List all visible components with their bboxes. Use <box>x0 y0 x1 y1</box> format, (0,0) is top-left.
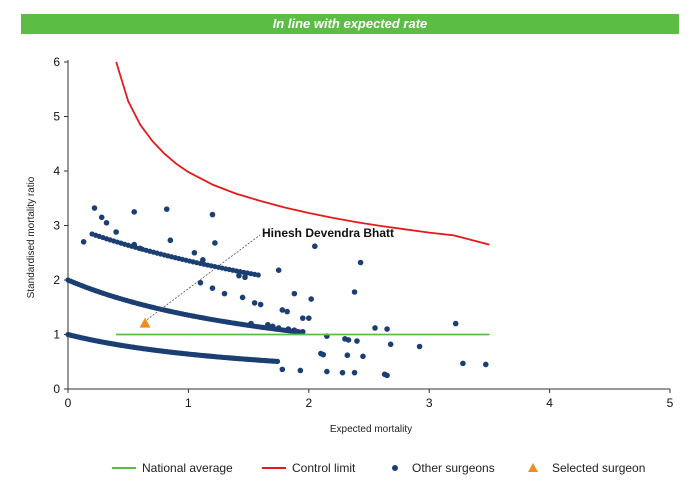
other-surgeon-point <box>269 323 276 330</box>
other-surgeon-point <box>209 211 216 218</box>
other-surgeon-point <box>275 325 282 331</box>
control-limit-curve <box>115 61 490 246</box>
other-surgeon-point <box>200 257 206 263</box>
other-surgeon-point <box>248 320 254 327</box>
legend-swatch-selected-surgeon <box>528 463 538 472</box>
other-surgeon-point <box>191 249 198 256</box>
chart-series <box>65 61 490 379</box>
legend-swatch-other-surgeons <box>392 465 398 471</box>
legend-label-other-surgeons: Other surgeons <box>412 461 495 475</box>
other-surgeon-point <box>274 358 281 364</box>
y-tick-label: 4 <box>53 164 60 178</box>
other-surgeon-point <box>131 241 138 248</box>
x-tick-label: 3 <box>426 396 433 410</box>
other-surgeon-point <box>279 366 286 373</box>
chart-ticks: 0 1 2 3 4 5 6 0 1 2 3 4 5 Expected mortality Standardi… <box>26 55 674 435</box>
other-surgeon-point <box>291 290 298 297</box>
other-surgeon-point <box>452 320 459 327</box>
other-surgeon-point <box>255 272 261 278</box>
chart-annotation: Hinesh Devendra Bhatt <box>146 226 394 320</box>
other-surgeon-point <box>163 206 170 212</box>
selected-surgeon-marker <box>139 317 151 328</box>
other-surgeon-point <box>103 219 110 226</box>
x-tick-label: 2 <box>305 396 312 410</box>
other-surgeon-point <box>416 343 423 350</box>
other-surgeon-point <box>275 267 282 273</box>
other-surgeon-point <box>357 259 364 266</box>
chart-legend: National average Control limit Other surge… <box>112 461 645 475</box>
other-surgeon-point <box>387 341 394 348</box>
legend-label-national-average: National average <box>142 461 233 475</box>
other-surgeon-point <box>345 337 352 343</box>
other-surgeon-point <box>221 290 228 297</box>
legend-label-selected-surgeon: Selected surgeon <box>552 461 645 475</box>
other-surgeon-point <box>324 368 330 375</box>
other-surgeon-point <box>257 301 264 308</box>
other-surgeon-point <box>209 285 216 291</box>
other-surgeon-point <box>360 353 366 360</box>
other-surgeon-point <box>91 205 98 211</box>
other-surgeon-point <box>312 243 318 250</box>
y-tick-label: 3 <box>53 219 60 233</box>
legend-label-control-limit: Control limit <box>292 461 356 475</box>
other-surgeon-point <box>98 214 105 221</box>
other-surgeon-point <box>306 315 312 321</box>
y-tick-label: 2 <box>53 273 60 287</box>
other-surgeon-point <box>372 325 378 331</box>
other-surgeon-point <box>299 328 306 335</box>
x-tick-label: 4 <box>546 396 553 410</box>
y-tick-label: 5 <box>53 110 60 124</box>
other-surgeon-point <box>279 307 286 313</box>
other-surgeon-point <box>242 274 248 281</box>
other-surgeon-point <box>285 326 292 332</box>
other-surgeon-point <box>212 240 218 246</box>
other-surgeon-point <box>299 315 306 321</box>
y-tick-label: 1 <box>53 328 60 342</box>
other-surgeon-point <box>460 360 466 367</box>
other-surgeon-point <box>265 321 271 328</box>
other-surgeon-point <box>384 326 390 332</box>
other-surgeon-point <box>351 289 358 295</box>
y-tick-label: 0 <box>53 382 60 396</box>
other-surgeon-point <box>482 361 489 368</box>
y-tick-label: 6 <box>53 55 60 69</box>
x-tick-label: 1 <box>185 396 192 410</box>
other-surgeon-point <box>251 300 258 306</box>
other-surgeon-point <box>308 296 315 302</box>
other-surgeon-point <box>131 209 138 215</box>
selected-surgeon-label: Hinesh Devendra Bhatt <box>262 226 394 240</box>
other-surgeon-point <box>80 239 87 245</box>
other-surgeon-point <box>354 338 360 344</box>
other-surgeon-point <box>197 279 204 286</box>
other-surgeon-point <box>295 328 301 335</box>
other-surgeon-point <box>284 308 290 315</box>
other-surgeon-point <box>239 294 246 301</box>
x-axis-title: Expected mortality <box>330 424 412 435</box>
other-surgeon-point <box>344 352 351 359</box>
other-surgeon-point <box>167 237 174 244</box>
x-tick-label: 0 <box>65 396 72 410</box>
other-surgeon-point <box>137 245 144 252</box>
other-surgeon-point <box>320 351 327 358</box>
annotation-leader-line <box>146 234 261 320</box>
other-surgeon-point <box>384 372 390 379</box>
y-axis-title: Standardised mortality ratio <box>26 176 37 298</box>
other-surgeon-point <box>339 369 346 376</box>
status-banner: In line with expected rate <box>21 14 679 34</box>
other-surgeon-point <box>236 272 242 279</box>
other-surgeon-point <box>113 229 119 235</box>
other-surgeon-point <box>351 369 358 376</box>
x-tick-label: 5 <box>667 396 674 410</box>
other-surgeon-point <box>297 367 304 374</box>
